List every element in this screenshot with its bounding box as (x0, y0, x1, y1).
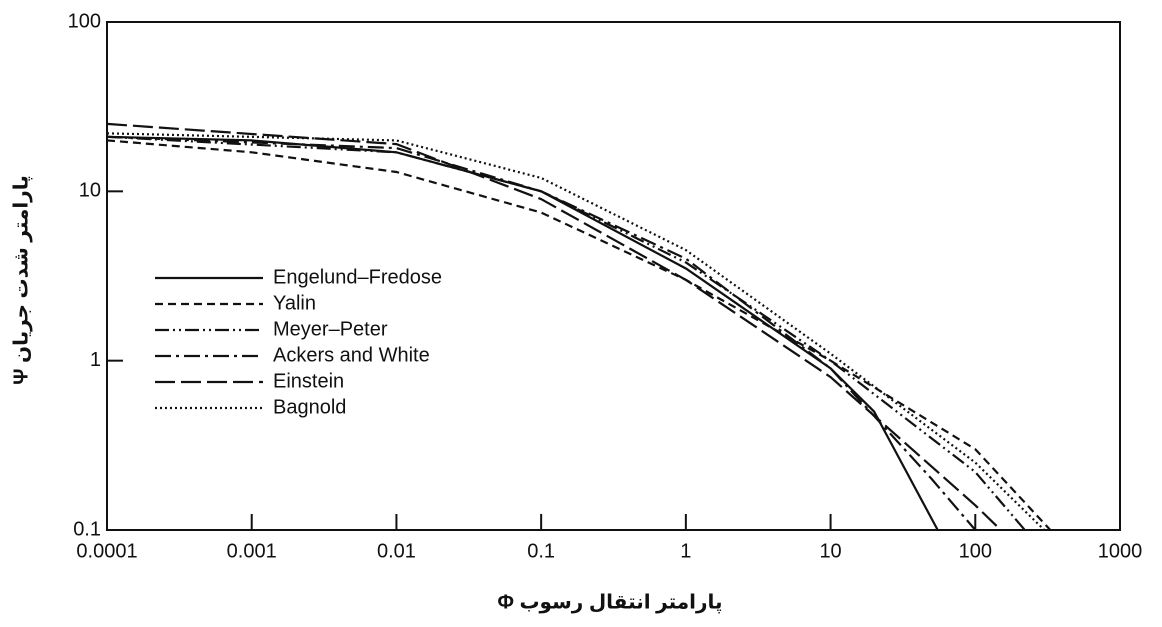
series-line (106, 139, 1052, 531)
legend-label: Bagnold (273, 396, 346, 418)
series-line (106, 135, 977, 531)
x-tick-label: 0.0001 (76, 540, 137, 562)
plot-frame (106, 21, 1121, 531)
x-tick-label: 1000 (1098, 540, 1143, 562)
series-line (106, 135, 939, 531)
x-tick-label: 0.1 (527, 540, 555, 562)
y-tick-label: 1 (90, 349, 101, 371)
series-line (106, 135, 1026, 531)
y-axis-label: Ψ پارامتر شدت جریان (10, 175, 33, 385)
legend-label: Yalin (273, 292, 316, 314)
y-tick-label: 10 (79, 180, 101, 202)
x-tick-label: 0.01 (377, 540, 416, 562)
series-line (106, 132, 1046, 531)
x-tick-label: 0.001 (227, 540, 277, 562)
legend-label: Engelund–Fredose (273, 266, 442, 288)
x-axis-label: Φ پارامتر انتقال رسوب (497, 591, 722, 614)
legend-label: Einstein (273, 370, 344, 392)
x-tick-label: 10 (819, 540, 841, 562)
legend-label: Ackers and White (273, 344, 430, 366)
x-tick-label: 100 (959, 540, 992, 562)
x-tick-label: 1 (680, 540, 691, 562)
legend-label: Meyer–Peter (273, 318, 388, 340)
y-tick-label: 0.1 (73, 518, 101, 540)
y-tick-label: 100 (68, 10, 101, 32)
series-line (106, 122, 1002, 531)
